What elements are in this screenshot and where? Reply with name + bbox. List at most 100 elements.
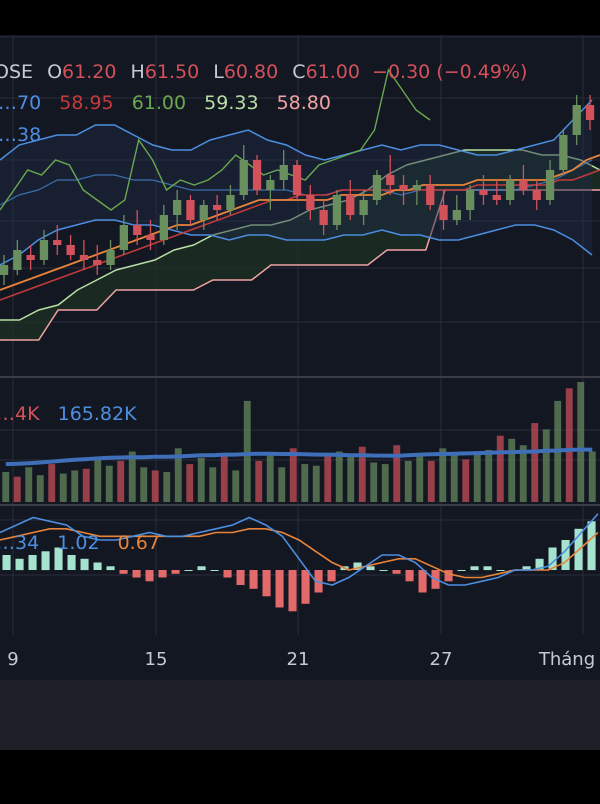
candle-30[interactable] [399,175,408,205]
candle-39[interactable] [519,165,528,195]
macd-histogram-bar-13[interactable] [171,570,180,574]
volume-bar-34[interactable] [393,445,401,502]
candle-33[interactable] [439,190,448,230]
volume-bar-31[interactable] [358,446,366,502]
volume-bar-21[interactable] [243,400,251,502]
candle-15[interactable] [199,200,208,230]
candle-42[interactable] [559,130,568,175]
macd-histogram-bar-43[interactable] [561,540,570,570]
macd-histogram-bar-10[interactable] [132,570,141,578]
volume-bar-6[interactable] [71,470,79,502]
volume-bar-33[interactable] [381,464,389,502]
volume-bar-0[interactable] [2,472,10,502]
candle-21[interactable] [279,150,288,190]
macd-histogram-bar-7[interactable] [93,562,102,571]
macd-histogram-bar-16[interactable] [210,570,219,571]
macd-histogram-bar-1[interactable] [15,558,24,571]
volume-bar-14[interactable] [163,472,171,502]
candle-17[interactable] [226,185,235,215]
macd-histogram-bar-22[interactable] [288,570,297,612]
macd-histogram-bar-32[interactable] [418,570,427,593]
candle-40[interactable] [532,180,541,210]
candle-36[interactable] [479,175,488,205]
volume-bar-51[interactable] [588,451,596,503]
volume-bar-1[interactable] [13,476,21,502]
macd-histogram-bar-45[interactable] [587,521,596,571]
candle-8[interactable] [106,240,115,270]
macd-histogram-bar-2[interactable] [28,555,37,570]
volume-bar-32[interactable] [370,462,378,503]
candle-16[interactable] [213,195,222,220]
candle-11[interactable] [146,220,155,250]
macd-histogram-bar-19[interactable] [249,570,258,589]
macd-histogram-bar-30[interactable] [392,570,401,574]
candle-29[interactable] [386,155,395,195]
volume-bars[interactable] [2,382,596,503]
volume-bar-30[interactable] [347,454,355,502]
volume-bar-7[interactable] [82,468,90,502]
volume-bar-3[interactable] [36,475,44,502]
volume-bar-26[interactable] [301,464,309,502]
macd-histogram-bar-14[interactable] [184,570,193,571]
candle-28[interactable] [372,170,382,205]
candle-2[interactable] [26,245,35,270]
volume-bar-37[interactable] [427,460,435,502]
volume-bar-4[interactable] [48,464,56,502]
candle-14[interactable] [186,195,195,225]
candle-3[interactable] [39,230,49,265]
candle-9[interactable] [119,215,128,255]
macd-histogram-bar-6[interactable] [80,558,89,571]
macd-histogram-bar-40[interactable] [522,566,531,571]
macd-histogram-bar-28[interactable] [366,566,375,571]
macd-histogram-bar-9[interactable] [119,570,128,574]
volume-bar-16[interactable] [186,464,194,502]
volume-bar-29[interactable] [335,451,343,503]
volume-bar-9[interactable] [105,465,113,502]
candle-35[interactable] [466,185,475,220]
candle-37[interactable] [492,180,501,205]
macd-histogram-bar-27[interactable] [353,562,362,571]
volume-bar-12[interactable] [140,467,148,502]
macd-histogram-bar-37[interactable] [483,566,492,571]
candle-7[interactable] [93,245,102,275]
volume-bar-19[interactable] [220,454,228,502]
macd-histogram-bar-8[interactable] [106,566,115,571]
macd-histogram-bar-41[interactable] [535,558,544,571]
candle-27[interactable] [359,190,368,225]
macd-histogram-bar-29[interactable] [379,570,388,571]
candle-44[interactable] [585,95,595,130]
volume-bar-50[interactable] [577,382,585,502]
volume-bar-42[interactable] [485,449,493,502]
candle-1[interactable] [13,240,22,275]
candle-10[interactable] [133,210,142,245]
volume-bar-15[interactable] [174,448,182,502]
macd-histogram-bar-20[interactable] [262,570,271,597]
macd-histogram-bar-18[interactable] [236,570,245,585]
macd-histogram-bar-25[interactable] [327,570,336,582]
macd-histogram-bar-34[interactable] [444,570,453,582]
volume-bar-44[interactable] [508,438,516,502]
candle-22[interactable] [292,160,302,200]
candle-4[interactable] [53,225,62,255]
candle-41[interactable] [545,160,555,205]
candle-31[interactable] [412,180,421,205]
candle-24[interactable] [319,200,328,235]
volume-bar-2[interactable] [25,467,33,502]
volume-bar-10[interactable] [117,460,125,502]
volume-bar-35[interactable] [404,460,412,502]
macd-histogram-bar-21[interactable] [275,570,284,608]
volume-bar-23[interactable] [266,453,274,502]
volume-bar-47[interactable] [542,429,550,502]
volume-bar-49[interactable] [565,388,573,502]
volume-bar-43[interactable] [496,435,504,502]
candle-34[interactable] [452,195,461,225]
volume-bar-13[interactable] [151,470,159,502]
candle-12[interactable] [159,205,168,245]
volume-bar-39[interactable] [450,454,458,502]
volume-bar-28[interactable] [324,456,332,502]
candle-18[interactable] [239,145,248,200]
candle-32[interactable] [426,175,435,210]
macd-histogram-bar-4[interactable] [54,547,63,571]
candle-20[interactable] [266,175,275,210]
macd-histogram-bar-31[interactable] [405,570,414,582]
